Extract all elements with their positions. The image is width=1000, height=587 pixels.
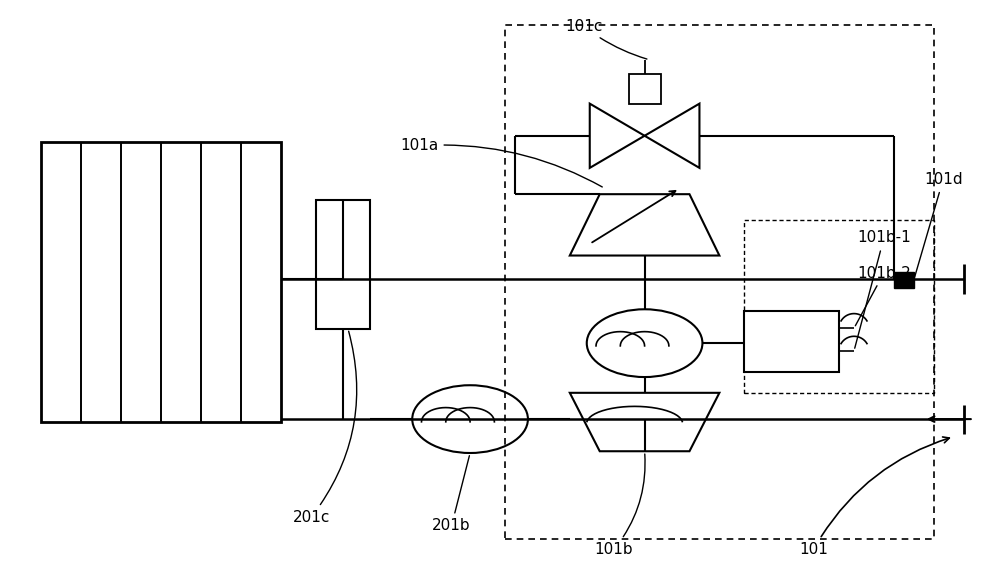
Text: 201b: 201b bbox=[432, 456, 471, 534]
Text: 101c: 101c bbox=[565, 19, 647, 59]
Bar bbox=[41, 141, 281, 422]
Text: 101b: 101b bbox=[595, 454, 645, 557]
Text: 101b-2: 101b-2 bbox=[855, 265, 911, 326]
Bar bbox=[505, 25, 934, 539]
Text: 101: 101 bbox=[799, 437, 949, 557]
Bar bbox=[894, 272, 914, 288]
Bar bbox=[744, 221, 934, 393]
Text: 101a: 101a bbox=[400, 139, 602, 187]
Bar bbox=[629, 75, 661, 104]
Text: 101b-1: 101b-1 bbox=[855, 231, 911, 348]
Bar bbox=[316, 200, 370, 329]
Text: 201c: 201c bbox=[293, 331, 357, 525]
Bar bbox=[744, 311, 839, 372]
Text: 101d: 101d bbox=[915, 172, 962, 277]
